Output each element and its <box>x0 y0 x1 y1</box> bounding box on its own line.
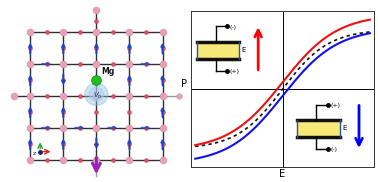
Text: Mg: Mg <box>101 67 115 76</box>
FancyArrow shape <box>42 126 50 129</box>
FancyArrow shape <box>108 126 116 129</box>
FancyArrow shape <box>161 76 164 86</box>
FancyArrow shape <box>95 44 98 54</box>
FancyArrow shape <box>75 126 83 129</box>
Circle shape <box>85 83 108 105</box>
FancyArrow shape <box>141 126 149 129</box>
Text: $V_{\rm o}$: $V_{\rm o}$ <box>93 90 102 101</box>
FancyArrow shape <box>141 62 149 65</box>
FancyArrow shape <box>161 108 164 118</box>
FancyArrow shape <box>29 140 32 149</box>
Text: z: z <box>33 151 36 156</box>
FancyArrow shape <box>161 44 164 54</box>
FancyArrow shape <box>62 74 65 84</box>
FancyArrow shape <box>128 76 131 86</box>
X-axis label: E: E <box>279 169 286 179</box>
FancyArrow shape <box>29 108 32 118</box>
FancyArrow shape <box>128 44 131 54</box>
FancyArrow shape <box>62 140 65 149</box>
FancyArrow shape <box>161 140 164 149</box>
FancyArrow shape <box>42 62 50 65</box>
FancyArrow shape <box>29 44 32 54</box>
FancyArrow shape <box>62 108 65 118</box>
Circle shape <box>89 87 104 101</box>
FancyArrow shape <box>62 44 65 54</box>
FancyArrow shape <box>29 76 32 86</box>
FancyArrow shape <box>95 138 98 148</box>
Y-axis label: P: P <box>181 79 187 89</box>
FancyArrow shape <box>128 140 131 149</box>
